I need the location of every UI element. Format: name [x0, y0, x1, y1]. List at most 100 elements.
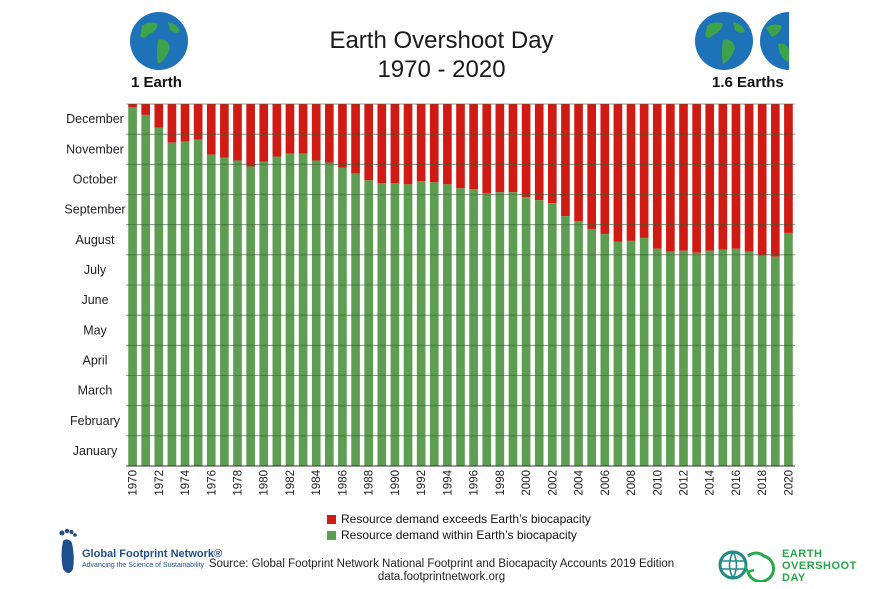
- bar-exceeds-1993: [429, 104, 439, 183]
- bar-exceeds-1976: [206, 104, 216, 155]
- legend-exceeds: Resource demand exceeds Earth’s biocapac…: [327, 512, 591, 526]
- bar-exceeds-1973: [167, 104, 177, 143]
- eod-text-overshoot: OVERSHOOT: [782, 560, 857, 572]
- globe-icon-left: [130, 12, 188, 70]
- bar-within-1996: [469, 189, 478, 466]
- bar-within-1994: [443, 184, 452, 467]
- year-tick-2008: 2008: [626, 470, 638, 496]
- source-url: data.footprintnetwork.org: [377, 571, 506, 583]
- month-label-november: November: [66, 142, 124, 156]
- month-label-april: April: [82, 353, 107, 367]
- bar-within-2001: [534, 200, 544, 466]
- year-tick-2002: 2002: [547, 470, 559, 496]
- bar-exceeds-1999: [508, 104, 518, 193]
- bar-exceeds-1998: [495, 104, 505, 193]
- bar-within-2012: [679, 250, 688, 466]
- bar-within-1975: [193, 139, 203, 467]
- year-tick-2020: 2020: [783, 470, 795, 496]
- bar-within-1980: [259, 161, 269, 466]
- one-point-six-earths-label: 1.6 Earths: [712, 74, 784, 91]
- bar-exceeds-1992: [416, 104, 426, 182]
- bar-within-1998: [495, 192, 505, 466]
- bar-exceeds-2006: [600, 104, 610, 234]
- bar-within-1988: [364, 180, 374, 466]
- bar-exceeds-1984: [311, 104, 321, 161]
- month-label-december: December: [66, 112, 124, 126]
- bar-exceeds-1996: [469, 104, 478, 190]
- bar-exceeds-2010: [652, 104, 662, 249]
- bar-exceeds-1977: [220, 104, 229, 158]
- month-label-july: July: [84, 263, 107, 277]
- year-tick-1986: 1986: [337, 470, 349, 496]
- bar-within-2002: [547, 203, 557, 466]
- year-tick-2006: 2006: [600, 470, 612, 496]
- bar-within-1978: [233, 160, 242, 467]
- bar-within-1976: [206, 154, 216, 467]
- legend-within: Resource demand within Earth’s biocapaci…: [327, 528, 577, 542]
- bar-exceeds-2003: [561, 104, 570, 217]
- bar-within-1991: [403, 184, 413, 467]
- bar-exceeds-1975: [193, 104, 203, 140]
- bar-within-2017: [744, 251, 754, 466]
- bar-within-2003: [561, 216, 570, 466]
- bar-within-2016: [731, 248, 741, 466]
- bar-within-2010: [652, 248, 662, 466]
- chart-subtitle: 1970 - 2020: [377, 56, 506, 83]
- bar-exceeds-1979: [246, 104, 255, 167]
- bar-within-2018: [757, 255, 767, 466]
- legend-swatch-red: [327, 515, 336, 524]
- bar-within-1990: [390, 183, 400, 466]
- bar-within-1974: [180, 141, 190, 466]
- bar-exceeds-2001: [534, 104, 544, 201]
- bar-exceeds-2020: [784, 104, 793, 233]
- bar-exceeds-1994: [443, 104, 452, 185]
- bar-exceeds-2000: [521, 104, 531, 198]
- year-tick-2016: 2016: [731, 470, 743, 496]
- bar-exceeds-2012: [679, 104, 688, 251]
- bar-exceeds-1974: [180, 104, 190, 142]
- year-tick-2014: 2014: [705, 469, 717, 495]
- bar-within-2005: [587, 228, 597, 466]
- year-tick-1984: 1984: [311, 469, 323, 495]
- overshoot-bar-chart: January February March April May June July Augu…: [64, 103, 795, 496]
- bar-exceeds-2004: [574, 104, 583, 222]
- year-tick-1996: 1996: [469, 470, 481, 496]
- bar-exceeds-2011: [666, 104, 675, 252]
- bar-within-2011: [666, 251, 675, 466]
- bar-within-1985: [324, 162, 334, 466]
- legend-within-label: Resource demand within Earth’s biocapaci…: [341, 528, 577, 542]
- bar-exceeds-2014: [705, 104, 715, 251]
- bar-exceeds-2005: [587, 104, 597, 229]
- month-label-february: February: [70, 414, 121, 428]
- bar-exceeds-2017: [744, 104, 754, 252]
- month-label-may: May: [83, 323, 107, 337]
- year-tick-2018: 2018: [757, 470, 769, 496]
- bar-within-1986: [338, 167, 347, 466]
- bar-exceeds-2008: [626, 104, 636, 241]
- year-tick-1970: 1970: [128, 470, 140, 496]
- bar-within-1989: [377, 183, 387, 466]
- bar-within-1983: [298, 153, 308, 466]
- chart-title: Earth Overshoot Day: [329, 27, 554, 54]
- bar-exceeds-1991: [403, 104, 413, 185]
- year-tick-2010: 2010: [652, 470, 664, 496]
- year-tick-1978: 1978: [233, 470, 245, 496]
- bar-exceeds-1985: [324, 104, 334, 163]
- overshoot-day-logo-icon: [718, 550, 776, 582]
- bar-exceeds-1988: [364, 104, 374, 181]
- one-earth-label: 1 Earth: [131, 74, 182, 91]
- bar-within-2000: [521, 197, 531, 466]
- bar-within-2006: [600, 233, 610, 466]
- bar-exceeds-1978: [233, 104, 242, 161]
- bar-within-1987: [351, 173, 360, 466]
- year-tick-1998: 1998: [495, 470, 507, 496]
- globe-icon-right-full: [695, 12, 753, 70]
- bar-within-1981: [272, 156, 282, 466]
- bar-within-1993: [429, 182, 439, 466]
- bar-within-1999: [508, 192, 518, 466]
- bar-exceeds-1972: [154, 104, 164, 128]
- bar-exceeds-1971: [141, 104, 151, 115]
- month-label-june: June: [81, 293, 108, 307]
- year-tick-1994: 1994: [442, 469, 454, 495]
- year-tick-1990: 1990: [390, 470, 402, 496]
